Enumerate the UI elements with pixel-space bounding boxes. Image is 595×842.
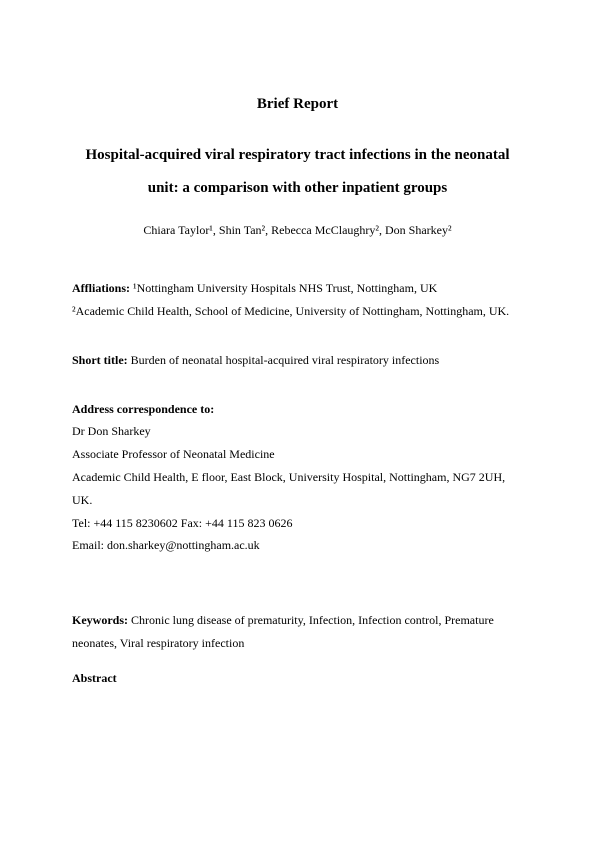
paper-title: Hospital-acquired viral respiratory trac… bbox=[72, 139, 523, 205]
correspondence-name: Dr Don Sharkey bbox=[72, 420, 523, 443]
short-title-section: Short title: Burden of neonatal hospital… bbox=[72, 349, 523, 372]
keywords-section: Keywords: Chronic lung disease of premat… bbox=[72, 609, 523, 655]
affiliations-section: Affliations: ¹Nottingham University Hosp… bbox=[72, 277, 523, 323]
report-label: Brief Report bbox=[72, 90, 523, 119]
authors: Chiara Taylor¹, Shin Tan², Rebecca McCla… bbox=[72, 219, 523, 242]
affiliation-1-text: ¹Nottingham University Hospitals NHS Tru… bbox=[133, 281, 437, 295]
correspondence-email-label: Email: bbox=[72, 538, 104, 552]
keywords-label: Keywords: bbox=[72, 613, 128, 627]
correspondence-email: don.sharkey@nottingham.ac.uk bbox=[107, 538, 260, 552]
correspondence-section: Address correspondence to: Dr Don Sharke… bbox=[72, 398, 523, 558]
correspondence-telfax: Tel: +44 115 8230602 Fax: +44 115 823 06… bbox=[72, 512, 523, 535]
affiliation-1: Affliations: ¹Nottingham University Hosp… bbox=[72, 277, 523, 300]
affiliation-2: ²Academic Child Health, School of Medici… bbox=[72, 300, 523, 323]
correspondence-label: Address correspondence to: bbox=[72, 398, 523, 421]
short-title-label: Short title: bbox=[72, 353, 128, 367]
correspondence-address: Academic Child Health, E floor, East Blo… bbox=[72, 466, 523, 512]
keywords-text: Chronic lung disease of prematurity, Inf… bbox=[72, 613, 494, 650]
short-title-text: Burden of neonatal hospital-acquired vir… bbox=[131, 353, 440, 367]
correspondence-role: Associate Professor of Neonatal Medicine bbox=[72, 443, 523, 466]
abstract-label: Abstract bbox=[72, 667, 523, 690]
affiliations-label: Affliations: bbox=[72, 281, 130, 295]
